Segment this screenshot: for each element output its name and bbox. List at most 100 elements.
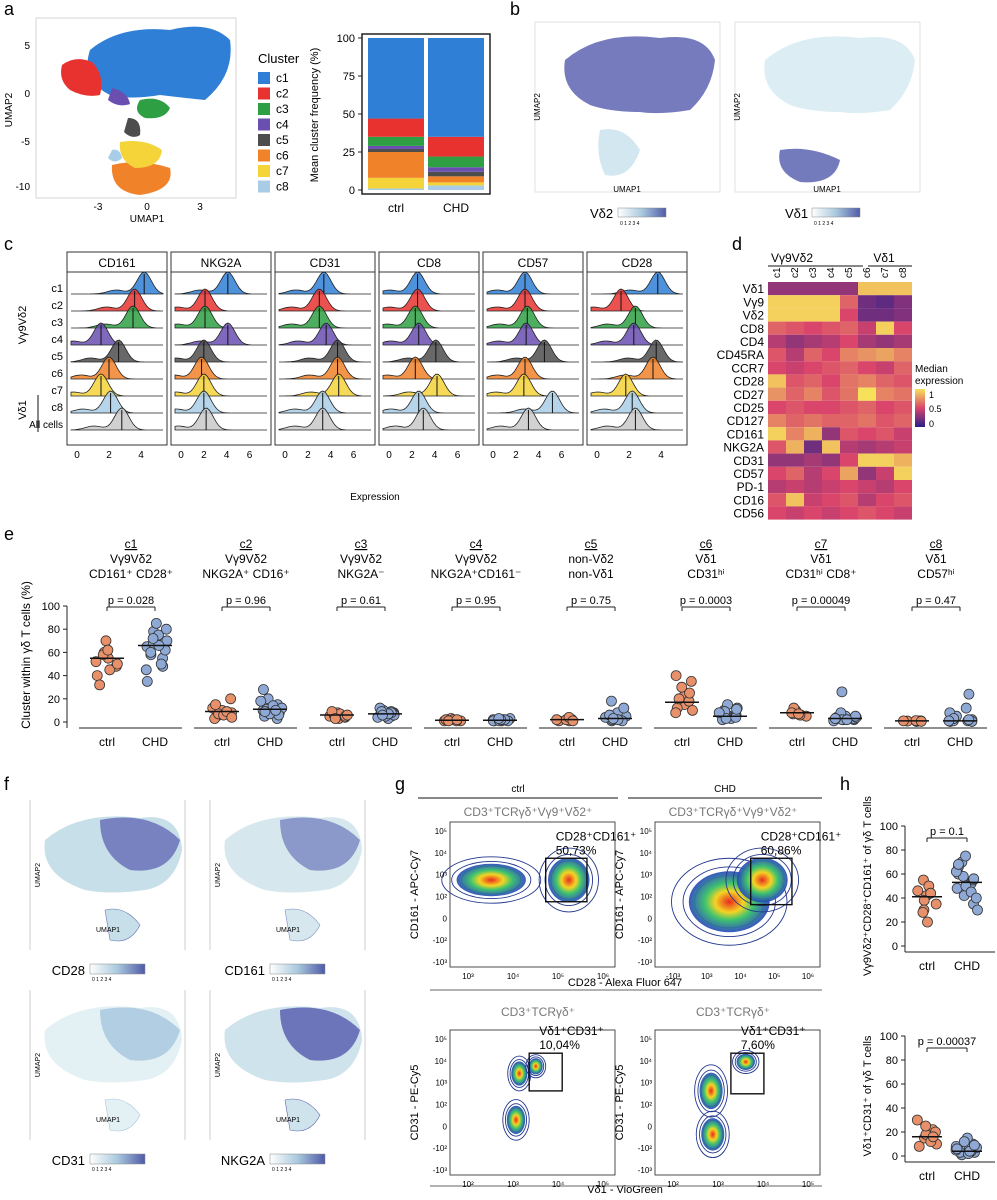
heatmap-cell bbox=[894, 493, 912, 507]
heatmap-cell bbox=[876, 493, 894, 507]
ridge-density-c1 bbox=[174, 271, 267, 295]
umap-ytick: -10 bbox=[16, 182, 31, 193]
heatmap-legend-tick: 0.5 bbox=[929, 404, 942, 414]
flow-xtick: 10² bbox=[667, 1180, 679, 1189]
h-ylabel: Vγ9Vδ2⁺CD28⁺CD161⁺ of γδ T cells bbox=[862, 796, 874, 976]
e-header-line1: Vδ1 bbox=[925, 552, 947, 566]
heatmap-cell bbox=[840, 453, 858, 467]
heatmap-legend-title-2: expression bbox=[915, 376, 963, 387]
legend-label-c4: c4 bbox=[276, 118, 289, 132]
heatmap-cell bbox=[840, 308, 858, 322]
vd1-scale-ticks: 0 1 2 3 4 bbox=[814, 221, 834, 227]
heatmap-cell bbox=[876, 361, 894, 375]
f-ylabel: UMAP2 bbox=[35, 1053, 42, 1077]
heatmap-cell bbox=[876, 440, 894, 454]
e-point-chd bbox=[147, 633, 159, 644]
panel-label-f: f bbox=[4, 774, 10, 794]
heatmap-cell bbox=[840, 295, 858, 309]
e-point-chd bbox=[140, 664, 152, 676]
heatmap-cell bbox=[804, 361, 822, 375]
h-xtick: CHD bbox=[954, 1169, 980, 1183]
heatmap-cell bbox=[894, 414, 912, 428]
e-point-ctrl bbox=[329, 713, 341, 724]
heatmap-cell bbox=[840, 321, 858, 335]
flow-contour bbox=[538, 847, 599, 913]
bar-c3-CHD bbox=[428, 156, 484, 168]
ridge-row-label: c5 bbox=[51, 351, 63, 363]
f-umap-lower bbox=[104, 908, 141, 942]
flow-xtick: 10³ bbox=[462, 972, 474, 981]
heatmap-cell bbox=[894, 400, 912, 414]
e-point-chd bbox=[377, 709, 388, 721]
heatmap-cell bbox=[786, 506, 804, 520]
vd1-umap-xlabel: UMAP1 bbox=[813, 185, 841, 194]
ridge-density-c7 bbox=[486, 373, 579, 397]
h-point-ctrl bbox=[912, 885, 924, 897]
e-xtick: CHD bbox=[717, 735, 743, 749]
e-header-line1: Vγ9Vδ2 bbox=[225, 552, 267, 566]
ridge-density-c6 bbox=[382, 356, 475, 380]
vd1-umap-low bbox=[764, 36, 915, 114]
f-color-scale bbox=[269, 1153, 326, 1165]
e-point-chd bbox=[270, 705, 282, 716]
panel-label-c: c bbox=[4, 234, 13, 254]
e-xtick: ctrl bbox=[904, 735, 920, 749]
e-header-line1: Vγ9Vδ2 bbox=[455, 552, 497, 566]
h-xtick: ctrl bbox=[919, 959, 935, 973]
ridge-row-label: c2 bbox=[51, 300, 63, 312]
legend-title: Cluster bbox=[258, 51, 300, 66]
ridge-density-c8 bbox=[70, 390, 163, 414]
flow-gate-percent: 7,60% bbox=[741, 1038, 775, 1052]
g-chd-header: CHD bbox=[714, 784, 736, 795]
e-cluster-header: c3 bbox=[355, 537, 368, 551]
heatmap-cell bbox=[786, 493, 804, 507]
panel-b-umaps: UMAP1 UMAP2 Vδ2 0 1 2 3 4 UMAP1 UMAP2 Vδ… bbox=[533, 21, 921, 227]
e-point-chd bbox=[150, 618, 162, 629]
heatmap-cell bbox=[786, 334, 804, 348]
e-ytick: 100 bbox=[42, 601, 60, 613]
ridge-density-c3 bbox=[382, 305, 475, 329]
flow-xtick: 10⁶ bbox=[802, 972, 814, 981]
e-pvalue: p = 0.0003 bbox=[680, 595, 732, 607]
f-marker-name: CD161 bbox=[225, 963, 265, 978]
flow-contour bbox=[525, 1054, 547, 1079]
ridge-row-label: All cells bbox=[29, 420, 63, 431]
f-ylabel: UMAP2 bbox=[215, 1053, 222, 1077]
flow-ytick: -10³ bbox=[638, 1166, 653, 1175]
e-header-line2: NKG2A⁻ bbox=[337, 567, 384, 581]
panel-label-b: b bbox=[510, 0, 520, 19]
flow-density-core bbox=[506, 1105, 526, 1135]
heatmap-cell bbox=[876, 400, 894, 414]
e-point-ctrl bbox=[685, 676, 697, 687]
ridge-density-c6 bbox=[174, 356, 267, 380]
flow-xtick: 10⁵ bbox=[768, 972, 780, 981]
ridge-density-All cells bbox=[278, 407, 371, 431]
f-marker-name: NKG2A bbox=[221, 1153, 265, 1168]
flow-ytick: 10³ bbox=[640, 871, 652, 880]
flow-density-core bbox=[736, 1053, 755, 1071]
heatmap-row-label: CD16 bbox=[733, 493, 764, 507]
e-point-chd bbox=[145, 647, 157, 658]
flow-contour bbox=[697, 1069, 725, 1113]
h-ytick: 60 bbox=[886, 1079, 898, 1091]
heatmap-cell bbox=[786, 348, 804, 362]
bar-c3-ctrl bbox=[368, 136, 424, 146]
heatmap-cell bbox=[858, 321, 876, 335]
heatmap-cell bbox=[858, 334, 876, 348]
heatmap-cell bbox=[840, 506, 858, 520]
heatmap-cell bbox=[786, 400, 804, 414]
heatmap-cell bbox=[840, 427, 858, 441]
flow-xtick: 10⁴ bbox=[507, 972, 520, 981]
e-pvalue: p = 0.028 bbox=[108, 595, 154, 607]
flow-xtick: 10⁵ bbox=[552, 972, 564, 981]
heatmap-cell bbox=[786, 361, 804, 375]
e-point-ctrl bbox=[567, 715, 579, 727]
e-point-ctrl bbox=[684, 687, 695, 699]
bar-c7-ctrl bbox=[368, 177, 424, 189]
ridge-xtick: 0 bbox=[594, 450, 600, 461]
flow-ytick: -10³ bbox=[433, 1166, 448, 1175]
heatmap-cell bbox=[786, 427, 804, 441]
ridge-density-c1 bbox=[591, 271, 684, 295]
cluster-c3-region bbox=[136, 98, 170, 119]
flow-contour bbox=[671, 857, 788, 946]
